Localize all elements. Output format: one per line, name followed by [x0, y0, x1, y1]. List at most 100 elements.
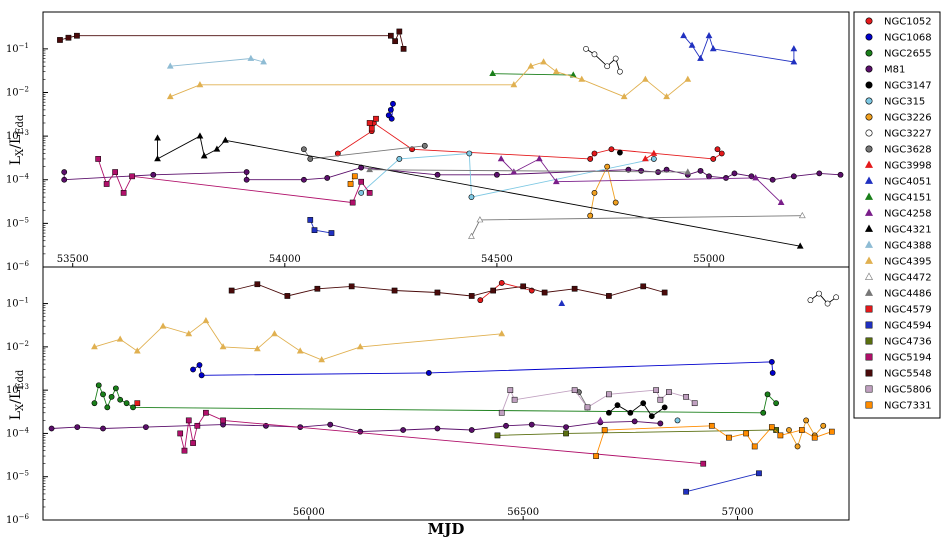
series-ngc3628 [300, 142, 428, 162]
data-point-m81 [697, 167, 704, 174]
legend-marker-ngc7331 [865, 401, 873, 409]
data-point-ngc4594 [311, 227, 318, 233]
data-point-ngc3226 [612, 199, 619, 206]
legend-marker-ngc3628 [865, 145, 873, 153]
data-point-ngc1068 [198, 372, 205, 379]
data-point-ngc5194 [349, 199, 356, 206]
data-point-m81 [324, 175, 331, 181]
data-point-ngc315 [468, 194, 475, 201]
data-point-ngc5806 [498, 409, 505, 416]
data-point-ngc5806 [691, 400, 698, 407]
data-point-m81 [723, 175, 729, 181]
data-point-m81 [563, 424, 569, 431]
legend-label-ngc4388: NGC4388 [884, 241, 932, 252]
data-point-ngc1052 [591, 150, 598, 157]
data-point-ngc5194 [358, 178, 365, 185]
data-point-ngc4395 [219, 343, 227, 350]
data-point-ngc4051 [709, 45, 717, 52]
ylabel-sub-edd: Edd [15, 114, 26, 135]
series-ngc1052 [334, 120, 725, 162]
y-axis-label-bottom: LX/LEdd [8, 369, 26, 420]
data-point-ngc4051 [790, 45, 798, 52]
data-point-ngc7331 [347, 181, 354, 187]
legend-marker-m81 [865, 65, 873, 73]
series-line-ngc7331 [595, 425, 833, 457]
data-point-ngc5806 [507, 387, 514, 393]
series-line-ngc4594 [685, 472, 760, 493]
data-point-ngc4486 [684, 168, 692, 175]
series-line-ngc4472 [471, 215, 803, 237]
legend-label-ngc3628: NGC3628 [884, 145, 932, 156]
y-tick-label: 10−5 [6, 470, 29, 483]
data-point-ngc1068 [425, 370, 432, 376]
ylabel-sub-x: X [15, 148, 26, 156]
data-point-ngc4321 [196, 132, 204, 139]
data-point-ngc4395 [527, 62, 535, 69]
data-point-ngc4051 [790, 58, 798, 65]
data-point-ngc5548 [490, 287, 497, 294]
data-point-ngc4051 [705, 31, 713, 39]
data-point-m81 [434, 425, 441, 432]
data-point-ngc5806 [657, 396, 664, 403]
series-line-ngc3226 [788, 419, 824, 448]
series-ngc4151 [489, 69, 577, 78]
data-point-ngc3147 [606, 409, 612, 416]
data-point-ngc5194 [203, 409, 209, 416]
data-point-ngc4395 [185, 330, 193, 337]
data-point-ngc1052 [608, 146, 615, 153]
panel-bottom-yticks: 10−6 10−5 10−4 10−3 10−2 10−1 [6, 297, 48, 526]
data-point-m81 [142, 424, 149, 431]
legend-marker-ngc5194 [865, 353, 873, 361]
ylabel-sub-x-2: X [15, 403, 26, 411]
data-point-ngc5194 [181, 447, 188, 454]
data-point-ngc4579 [366, 120, 373, 126]
series-line-ngc4486 [369, 169, 688, 173]
data-point-ngc3998 [642, 155, 649, 162]
data-point-ngc5548 [74, 32, 80, 39]
data-point-ngc5194 [220, 417, 226, 424]
data-point-ngc1068 [196, 362, 203, 368]
data-point-ngc315 [396, 156, 403, 162]
series-ngc5806 [498, 387, 698, 416]
legend-label-ngc4486: NGC4486 [884, 289, 932, 300]
data-point-ngc4321 [213, 145, 221, 152]
legend-label-ngc2655: NGC2655 [884, 49, 932, 60]
data-point-ngc4395 [663, 92, 670, 100]
series-line-ngc5194 [97, 158, 370, 204]
data-point-ngc3147 [627, 409, 634, 416]
data-point-ngc5194 [177, 430, 184, 437]
legend-label-ngc4051: NGC4051 [884, 177, 932, 188]
series-ngc4258 [596, 416, 604, 423]
y-tick-label: 10−2 [6, 85, 29, 98]
data-point-ngc2655 [95, 382, 102, 389]
panel-bottom: 56000 56500 57000 10−6 10−5 10−4 10−3 10−2 10−1 [6, 266, 850, 526]
data-point-ngc4594 [683, 488, 689, 495]
data-point-ngc5806 [606, 391, 612, 398]
series-ngc315 [674, 417, 681, 424]
data-point-ngc7331 [743, 430, 749, 437]
data-point-m81 [638, 167, 645, 174]
series-line-ngc3227 [810, 292, 837, 305]
panel-bottom-xticks: 56000 56500 57000 [293, 507, 753, 520]
series-line-ngc4395 [170, 61, 689, 98]
data-point-ngc7331 [726, 434, 732, 441]
data-point-m81 [503, 422, 509, 429]
data-point-m81 [468, 427, 475, 433]
data-point-ngc4321 [796, 242, 804, 249]
data-point-ngc4486 [366, 165, 374, 173]
data-point-m81 [494, 171, 500, 178]
data-point-ngc5806 [584, 404, 591, 411]
data-point-m81 [61, 169, 68, 175]
data-point-ngc3998 [650, 149, 658, 156]
series-ngc4388 [166, 54, 267, 69]
legend-marker-ngc1068 [865, 33, 873, 41]
series-line-ngc5194 [179, 412, 704, 465]
data-point-ngc1052 [477, 297, 484, 304]
y-axis-label-top: LX/LEdd [8, 114, 26, 165]
data-point-ngc5194 [120, 190, 127, 196]
series-ngc2655 [91, 382, 780, 416]
data-point-ngc4579 [134, 400, 141, 407]
panel-bottom-frame [42, 266, 850, 521]
legend: NGC1052 NGC1068 NGC2655 M81 NGC3147 NGC315 NGC… [853, 11, 941, 419]
